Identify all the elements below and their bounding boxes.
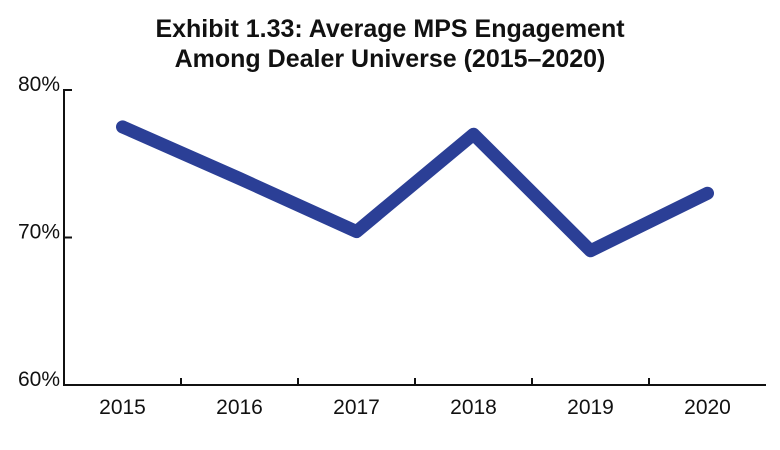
axes: [63, 89, 766, 386]
chart-title-line-2: Among Dealer Universe (2015–2020): [174, 45, 606, 73]
y-tick-label: 80%: [18, 73, 60, 96]
chart-title-line-1: Exhibit 1.33: Average MPS Engagement: [155, 15, 625, 43]
series-layer: [116, 120, 714, 258]
x-tick-label: 2017: [333, 396, 380, 419]
series-line: [116, 120, 714, 258]
x-tick-label: 2018: [450, 396, 497, 419]
chart-title: Exhibit 1.33: Average MPS Engagement Amo…: [0, 14, 780, 74]
x-tick-label: 2020: [684, 396, 731, 419]
y-tick-label: 70%: [18, 221, 60, 244]
tick-labels: 60% 70% 80% 2015 2016 2017 2018 2019 2020: [18, 73, 731, 419]
x-tick-label: 2015: [99, 396, 146, 419]
x-tick-label: 2019: [567, 396, 614, 419]
x-tick-label: 2016: [216, 396, 263, 419]
y-tick-label: 60%: [18, 368, 60, 391]
